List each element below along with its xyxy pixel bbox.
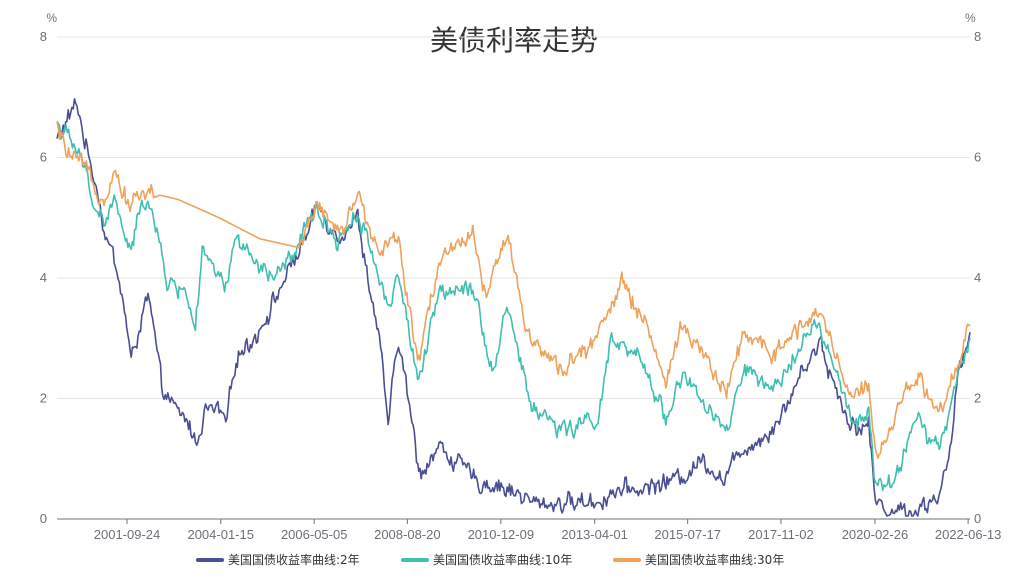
x-tick-label: 2020-02-26: [842, 527, 909, 542]
y-tick-label-left: 8: [40, 29, 47, 44]
legend-item-1[interactable]: 美国国债收益率曲线:2年: [196, 552, 360, 567]
series-line-2: [56, 121, 971, 492]
x-tick-label: 2017-11-02: [748, 527, 814, 542]
y-axis-unit-right: %: [965, 11, 976, 25]
grid-lines: [57, 36, 970, 399]
x-tick-label: 2001-09-24: [94, 527, 161, 542]
legend[interactable]: 美国国债收益率曲线:2年 美国国债收益率曲线:10年 美国国债收益率曲线:30年: [196, 552, 784, 567]
y-axis-right: 0 2 4 6 8: [974, 29, 981, 526]
x-tick-label: 2013-04-01: [561, 527, 628, 542]
x-tick-label: 2010-12-09: [468, 527, 535, 542]
y-tick-label-right: 8: [974, 29, 981, 44]
x-tick-label: 2006-05-05: [281, 527, 348, 542]
legend-label: 美国国债收益率曲线:10年: [433, 552, 572, 567]
y-tick-label-right: 6: [974, 150, 981, 165]
y-tick-label-right: 2: [974, 391, 981, 406]
x-tick-label: 2015-07-17: [654, 527, 721, 542]
x-axis: 2001-09-24 2004-01-15 2006-05-05 2008-08-20…: [94, 519, 1002, 542]
y-tick-label-left: 0: [40, 511, 47, 526]
y-axis-unit-left: %: [46, 11, 57, 25]
x-tick-label: 2022-06-13: [935, 527, 1002, 542]
legend-label: 美国国债收益率曲线:2年: [228, 552, 360, 567]
x-tick-label: 2004-01-15: [187, 527, 254, 542]
series-line-1: [56, 98, 971, 517]
legend-item-2[interactable]: 美国国债收益率曲线:10年: [401, 552, 572, 567]
y-axis-left: 0 2 4 6 8: [40, 29, 47, 526]
legend-label: 美国国债收益率曲线:30年: [645, 552, 784, 567]
chart-title: 美债利率走势: [430, 24, 598, 57]
y-tick-label-right: 4: [974, 270, 981, 285]
x-tick-label: 2008-08-20: [374, 527, 441, 542]
y-tick-label-right: 0: [974, 511, 981, 526]
y-tick-label-left: 6: [40, 150, 47, 165]
series-line-3: [56, 121, 971, 459]
y-tick-label-left: 2: [40, 391, 47, 406]
legend-item-3[interactable]: 美国国债收益率曲线:30年: [613, 552, 784, 567]
y-tick-label-left: 4: [40, 270, 47, 285]
series-lines: [56, 98, 971, 517]
